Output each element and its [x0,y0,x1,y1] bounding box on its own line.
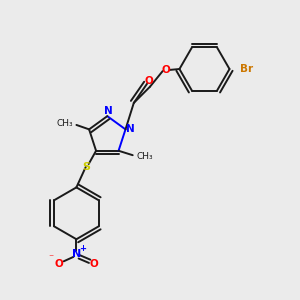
Text: CH₃: CH₃ [56,119,73,128]
Text: N: N [103,106,112,116]
Text: ⁻: ⁻ [49,254,54,263]
Text: Br: Br [240,64,253,74]
Text: O: O [162,65,171,76]
Text: S: S [82,162,90,172]
Text: CH₃: CH₃ [136,152,153,161]
Text: O: O [144,76,153,86]
Text: O: O [90,259,98,269]
Text: +: + [80,244,86,253]
Text: N: N [126,124,135,134]
Text: N: N [72,249,81,259]
Text: O: O [54,259,63,269]
